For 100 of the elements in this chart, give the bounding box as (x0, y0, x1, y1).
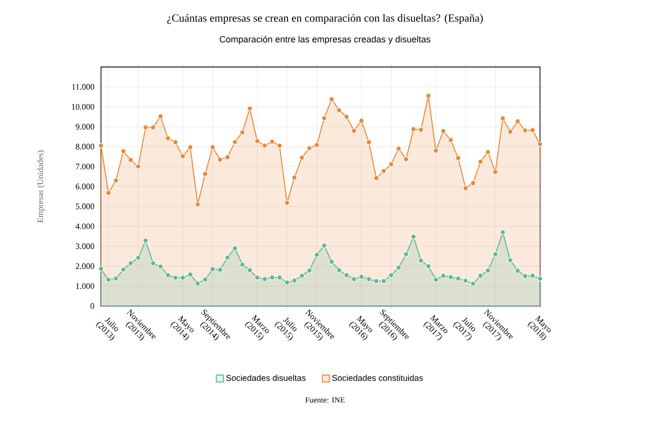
point (306, 268, 312, 274)
point (530, 273, 536, 278)
y-tick-label: 0 (90, 303, 94, 309)
point (254, 138, 260, 144)
point (500, 230, 506, 235)
point (336, 108, 342, 113)
point (366, 276, 372, 282)
point (262, 142, 268, 148)
point (254, 274, 260, 280)
point (470, 180, 476, 186)
point (195, 202, 200, 208)
y-tick-label: 6.000 (76, 184, 94, 190)
point (247, 106, 253, 112)
point (426, 93, 432, 99)
point (240, 130, 246, 136)
point (299, 154, 305, 160)
point (358, 274, 364, 280)
point (195, 280, 200, 286)
point (172, 140, 178, 145)
point (374, 175, 379, 181)
y-tick-label: 2.000 (76, 263, 94, 270)
point (448, 274, 454, 280)
point (120, 266, 126, 272)
point (276, 274, 282, 280)
point (344, 272, 350, 278)
point (98, 266, 104, 272)
y-tick-label: 11.000 (72, 84, 94, 90)
point (106, 190, 112, 196)
point (478, 273, 484, 278)
point (418, 258, 424, 264)
point (158, 114, 164, 120)
point (210, 266, 216, 272)
point (322, 242, 327, 248)
point (224, 254, 230, 260)
point (314, 142, 320, 148)
point (462, 278, 468, 284)
point (142, 238, 148, 244)
point (224, 154, 230, 160)
point (150, 124, 156, 130)
legend-label: Sociedades constituidas (332, 374, 423, 381)
point (388, 161, 394, 167)
y-tick-label: 9.000 (76, 124, 94, 130)
point (292, 174, 298, 180)
y-tick-label: 4.000 (76, 223, 94, 230)
point (440, 273, 446, 278)
point (188, 144, 193, 150)
point (514, 268, 520, 274)
point (165, 272, 171, 278)
point (247, 267, 253, 273)
point (396, 264, 402, 270)
point (485, 268, 491, 274)
point (269, 138, 275, 144)
point (492, 169, 498, 175)
point (500, 116, 506, 122)
point (165, 136, 171, 141)
point (142, 124, 148, 130)
point (299, 273, 305, 278)
point (98, 142, 104, 148)
point (396, 146, 402, 152)
point (322, 115, 327, 121)
point (128, 157, 134, 163)
y-tick-label: 7.000 (76, 164, 94, 170)
point (351, 128, 357, 134)
point (128, 260, 134, 266)
point (136, 255, 141, 260)
point (180, 275, 186, 280)
chart-subtitle: Comparación entre las empresas creadas y disueltas (220, 36, 430, 44)
point (217, 267, 223, 272)
point (269, 274, 275, 280)
legend-label: Sociedades disueltas (226, 374, 306, 381)
point (120, 148, 126, 154)
y-tick-label: 5.000 (76, 204, 94, 210)
point (418, 127, 424, 132)
point (232, 139, 238, 145)
point (306, 145, 312, 151)
point (284, 280, 290, 286)
point (403, 252, 409, 257)
point (217, 156, 223, 162)
y-tick-label: 3.000 (76, 243, 94, 250)
point (508, 129, 513, 134)
point (492, 252, 498, 257)
point (410, 126, 416, 132)
point (358, 118, 364, 124)
point (344, 114, 350, 120)
point (381, 168, 386, 174)
point (284, 200, 290, 206)
point (455, 276, 461, 282)
point (470, 280, 476, 286)
point (276, 142, 282, 148)
point (150, 260, 156, 266)
y-tick-label: 1.000 (76, 283, 94, 289)
point (351, 276, 357, 282)
point (336, 267, 342, 273)
point (522, 273, 528, 279)
point (508, 257, 513, 263)
point (537, 141, 543, 147)
point (106, 277, 112, 282)
point (522, 128, 528, 134)
point (426, 263, 432, 269)
point (514, 118, 520, 124)
